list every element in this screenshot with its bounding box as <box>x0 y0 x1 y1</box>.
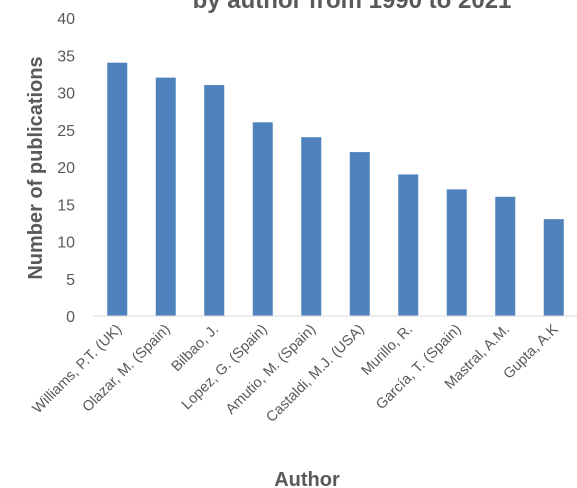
bar <box>252 122 273 316</box>
bars <box>107 62 564 317</box>
bar <box>495 196 516 316</box>
bar <box>398 174 419 316</box>
x-tick-label: Lopez, G. (Spain) <box>179 322 271 414</box>
chart-title: by author from 1990 to 2021 <box>193 0 512 14</box>
x-axis-title: Author <box>274 469 340 488</box>
bar <box>446 189 467 316</box>
bar <box>155 77 176 316</box>
x-tick-label: García, T. (Spain) <box>373 322 464 413</box>
bar <box>543 219 564 316</box>
y-tick-label: 5 <box>66 272 75 289</box>
y-tick-label: 30 <box>57 86 75 103</box>
y-axis-title: Number of publications <box>25 56 47 279</box>
x-tick-label: Castaldi, M.J. (USA) <box>263 322 367 426</box>
x-axis-labels: Williams, P.T. (UK)Olazar, M. (Spain)Bil… <box>30 321 562 425</box>
bar <box>301 137 322 316</box>
y-tick-label: 20 <box>57 160 75 177</box>
y-tick-label: 0 <box>66 309 75 326</box>
x-tick-label: Olazar, M. (Spain) <box>80 322 174 416</box>
y-axis-ticks: 0 5 10 15 20 25 30 35 40 <box>57 11 75 326</box>
y-tick-label: 10 <box>57 235 75 252</box>
x-tick-label: Amutio, M. (Spain) <box>223 322 319 418</box>
x-tick-label: Williams, P.T. (UK) <box>30 322 125 417</box>
y-tick-label: 40 <box>57 11 75 28</box>
bar <box>107 62 128 317</box>
y-tick-label: 25 <box>57 123 75 140</box>
bar <box>204 85 225 316</box>
y-tick-label: 15 <box>57 197 75 214</box>
bar <box>349 152 370 316</box>
y-tick-label: 35 <box>57 48 75 65</box>
